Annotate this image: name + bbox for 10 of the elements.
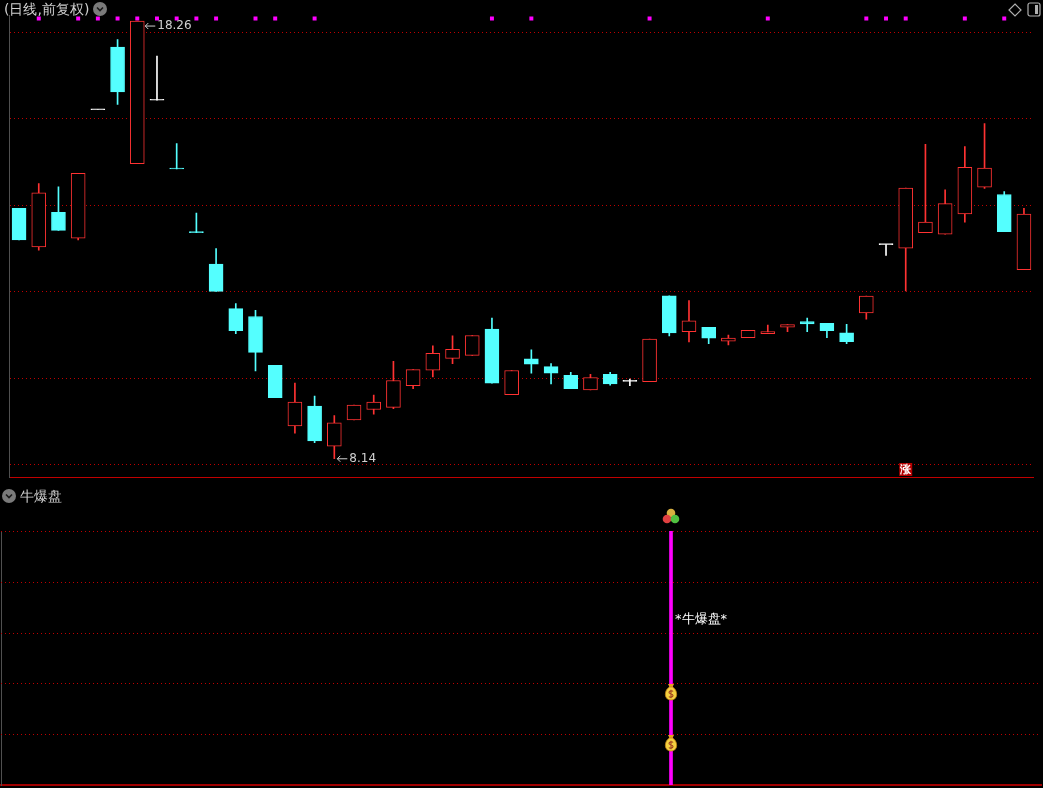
- annotation: *牛爆盘*: [675, 611, 728, 627]
- candlestick: [799, 317, 815, 332]
- candlestick: [149, 55, 165, 101]
- annotation: 18.26: [157, 18, 192, 33]
- candlestick: [169, 143, 185, 170]
- annotation: 8.14: [349, 450, 377, 465]
- chart-title: 牛爆盘: [20, 488, 62, 504]
- chart-title: (日线,前复权): [4, 1, 90, 17]
- candlestick: [878, 243, 894, 256]
- data-label: 涨: [899, 462, 913, 476]
